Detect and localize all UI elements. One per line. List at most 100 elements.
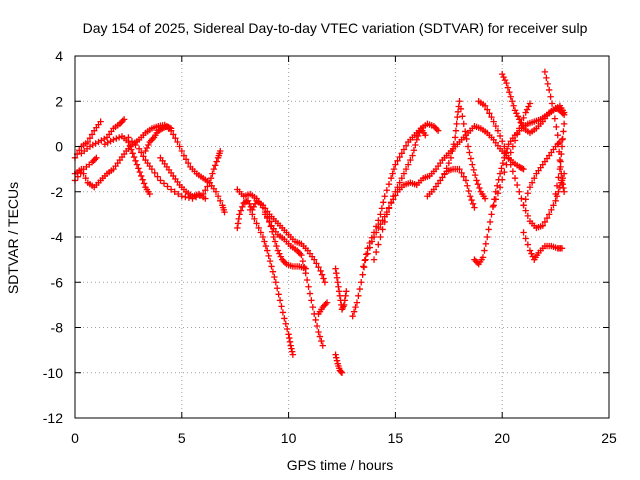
y-tick-label: -4 [51,229,64,245]
data-point [135,145,143,152]
series-s4 [78,116,128,157]
data-point [88,131,96,138]
x-tick-label: 5 [178,430,186,446]
data-point [178,147,185,155]
data-point [136,168,143,176]
y-tick-label: 4 [55,48,63,64]
data-point [550,107,557,114]
data-point [172,135,179,142]
data-point [509,143,517,150]
data-point [281,315,288,322]
data-point [202,187,209,194]
data-point [360,263,367,270]
data-point [526,184,534,191]
data-point [551,115,559,122]
data-point [353,299,361,306]
grid [75,56,609,418]
data-point [306,290,314,297]
data-point [390,193,397,200]
data-point [377,220,384,228]
data-point [481,102,489,109]
data-point [259,233,267,241]
data-point [481,195,489,202]
data-point [511,107,519,114]
data-point [492,122,499,130]
data-point [180,152,188,159]
x-tick-label: 10 [281,430,297,446]
data-point [400,146,408,153]
data-point [543,214,551,222]
data-point [234,220,242,227]
data-point [526,247,534,254]
data-point [185,194,193,201]
data-point [185,159,192,167]
data-point [550,202,557,209]
data-point [315,263,322,271]
data-point [558,177,566,184]
data-point [278,303,285,310]
data-point [482,240,490,247]
data-point [513,110,520,117]
data-point [510,102,517,109]
data-point [338,369,346,376]
data-point [379,226,386,233]
data-point [318,271,326,278]
x-tick-label: 25 [601,430,617,446]
data-point [206,179,213,186]
data-point [385,205,393,212]
data-point [526,100,534,107]
chart-title: Day 154 of 2025, Sidereal Day-to-day VTE… [83,20,588,36]
data-point [485,226,492,233]
data-point [409,152,416,159]
data-point [494,190,502,197]
data-point [378,205,386,212]
data-point [558,245,566,252]
data-point [320,275,327,282]
data-point [560,184,567,192]
data-point [126,142,134,149]
data-point [299,257,307,265]
data-point [113,135,120,142]
data-point [288,348,296,355]
data-point [333,270,340,277]
data-point [524,241,532,248]
data-point [80,170,87,177]
y-tick-label: -8 [51,320,64,336]
data-point [298,251,305,259]
data-point [74,173,82,180]
data-point [456,165,463,173]
data-point [270,233,277,241]
data-point [138,172,145,180]
data-point [210,165,218,173]
data-point [352,303,359,311]
data-point [182,193,189,201]
data-point [499,176,506,183]
data-point [271,238,279,245]
data-point [462,177,470,184]
data-point [387,174,395,182]
data-point [129,150,136,157]
data-point [316,333,324,340]
data-point [557,158,564,165]
data-point [525,103,532,110]
data-point [309,303,317,311]
data-point [457,105,465,112]
data-point [319,342,326,349]
data-point [234,224,241,232]
data-point [276,250,283,257]
data-point [496,184,504,191]
data-point [520,114,527,122]
data-point [465,187,472,195]
data-point [501,154,508,162]
data-point [558,143,566,150]
data-point [251,215,258,223]
data-point [506,89,513,96]
data-point [524,212,532,220]
data-point [132,157,139,165]
data-point [318,337,325,345]
data-point [115,134,123,141]
data-point [413,136,420,143]
data-point [157,177,164,184]
data-point [154,173,161,180]
data-point [302,270,309,277]
